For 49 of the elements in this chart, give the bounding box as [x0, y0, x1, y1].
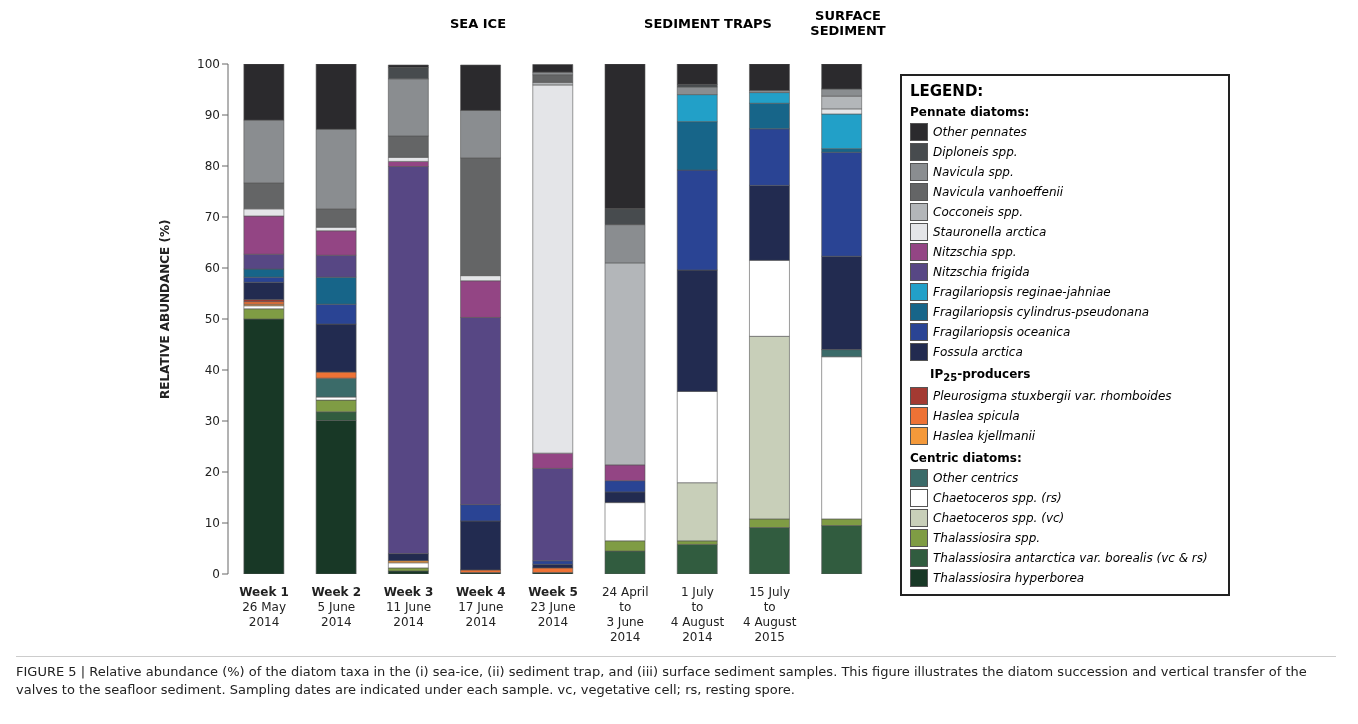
y-tick-label: 0: [212, 567, 220, 582]
x-tick-label: 15 July to 4 August 2015: [742, 585, 797, 644]
text: SEDIMENT TRAPS: [643, 16, 773, 31]
legend-label: Other pennates: [933, 125, 1027, 139]
legend-label: Nitzschia frigida: [933, 265, 1030, 279]
x-tick-label: Week 2 5 June 2014: [311, 585, 362, 629]
legend-title: LEGEND:: [910, 82, 985, 100]
x-tick-label: 1 July to 4 August 2014: [670, 585, 725, 644]
y-tick-label: 30: [204, 414, 220, 429]
y-tick-label: 50: [204, 312, 220, 327]
y-tick-label: 40: [204, 363, 220, 378]
text: Centric diatoms:: [910, 451, 1022, 466]
y-tick-label: 10: [204, 516, 220, 531]
legend-label: Pleurosigma stuxbergii var. rhomboides: [933, 389, 1172, 404]
x-tick-label: Week 1 26 May 2014: [239, 585, 289, 629]
legend-label: Navicula vanhoeffenii: [933, 185, 1064, 199]
y-tick-label: 100: [197, 57, 220, 72]
text: SURFACE SEDIMENT: [809, 8, 887, 38]
y-tick-label: 60: [204, 261, 220, 276]
caption: FIGURE 5 | Relative abundance (%) of the diatom taxa in the (i) sea-ice, (ii) sediment trap, and (iii) surface sediment samples. This figure illustrates the diatom succession and vertical transfer of the valves to the seafloor sediment. Sampling dates are indicated under each sample. vc, vegetative cell; rs, resting spore.: [16, 656, 1336, 699]
legend-label: Thalassiosira hyperborea: [933, 571, 1085, 586]
legend-label: Thalassiosira spp.: [933, 531, 1041, 546]
legend-label: Fossula arctica: [933, 345, 1023, 359]
text: Pennate diatoms:: [910, 105, 1030, 119]
legend-label: Fragilariopsis reginae-jahniae: [933, 285, 1111, 299]
y-tick-label: 90: [204, 108, 220, 123]
y-tick-label: 20: [204, 465, 220, 480]
legend-label: Other centrics: [933, 471, 1019, 486]
legend-label: Chaetoceros spp. (vc): [933, 511, 1065, 526]
legend-label: Nitzschia spp.: [933, 245, 1017, 259]
text: IP$_{25}$-producers: [930, 367, 1031, 384]
legend-label: Diploneis spp.: [933, 145, 1018, 159]
legend-label: Fragilariopsis oceanica: [933, 325, 1071, 339]
legend-label: Haslea kjellmanii: [933, 429, 1036, 444]
legend-label: Haslea spicula: [933, 409, 1020, 424]
legend-label: Thalassiosira antarctica var. borealis (vc & rs): [933, 551, 1208, 566]
legend-label: Fragilariopsis cylindrus-pseudonana: [933, 305, 1150, 319]
legend-label: Cocconeis spp.: [933, 205, 1023, 219]
x-tick-label: Week 4 17 June 2014: [455, 585, 506, 629]
x-tick-label: Week 3 11 June 2014: [383, 585, 434, 629]
x-tick-label: Week 5 23 June 2014: [528, 585, 578, 629]
y-axis-title: RELATIVE ABUNDANCE (%): [158, 219, 173, 399]
legend-label: Stauronella arctica: [933, 225, 1047, 239]
legend-label: Chaetoceros spp. (rs): [933, 491, 1062, 506]
x-tick-label: 24 April to 3 June 2014: [601, 585, 649, 644]
y-tick-label: 80: [204, 159, 220, 174]
y-tick-label: 70: [204, 210, 220, 225]
legend-label: Navicula spp.: [933, 165, 1014, 179]
text: SEA ICE: [448, 16, 508, 31]
